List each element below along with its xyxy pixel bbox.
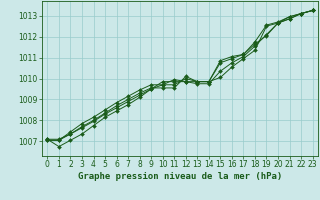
X-axis label: Graphe pression niveau de la mer (hPa): Graphe pression niveau de la mer (hPa) xyxy=(78,172,282,181)
